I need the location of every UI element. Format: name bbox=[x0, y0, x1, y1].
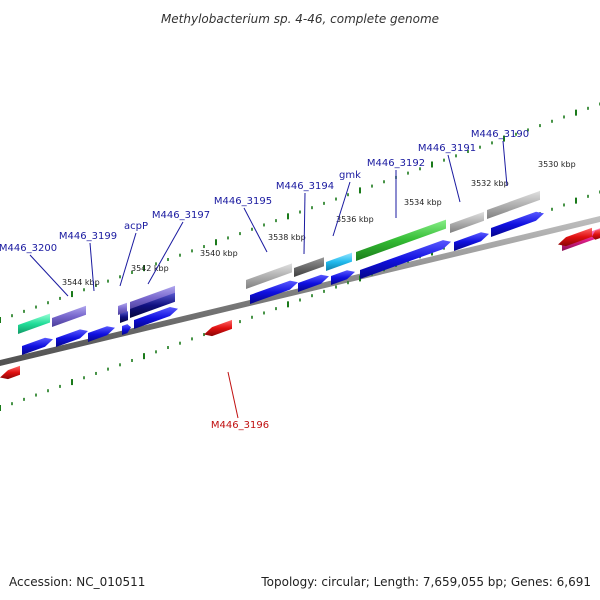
gene-leader-line bbox=[502, 140, 508, 187]
gene-feature[interactable] bbox=[118, 302, 127, 315]
gene-leader-line bbox=[303, 192, 306, 255]
gene-feature[interactable] bbox=[120, 311, 128, 323]
gene-leader-line bbox=[447, 154, 461, 203]
gene-label[interactable]: M446_3196 bbox=[211, 420, 269, 431]
scale-label: 3534 kbp bbox=[404, 198, 442, 207]
scale-label: 3544 kbp bbox=[62, 278, 100, 287]
gene-feature[interactable] bbox=[52, 305, 86, 327]
reverse-gene-feature[interactable] bbox=[592, 229, 600, 240]
scale-label: 3532 kbp bbox=[471, 179, 509, 188]
gene-feature[interactable] bbox=[491, 211, 544, 237]
scale-label: 3538 kbp bbox=[268, 233, 306, 242]
reverse-gene-feature[interactable] bbox=[0, 365, 20, 380]
genome-summary-text: Topology: circular; Length: 7,659,055 bp… bbox=[260, 575, 591, 589]
gene-label[interactable]: M446_3199 bbox=[59, 231, 117, 242]
gene-label[interactable]: M446_3194 bbox=[276, 181, 334, 192]
gene-leader-line bbox=[147, 221, 184, 285]
gene-feature[interactable] bbox=[331, 270, 355, 285]
gene-leader-line bbox=[243, 207, 268, 253]
scale-label: 3540 kbp bbox=[200, 249, 238, 258]
gene-feature[interactable] bbox=[134, 307, 178, 329]
scale-label: 3530 kbp bbox=[538, 160, 576, 169]
gene-feature[interactable] bbox=[326, 252, 352, 271]
gene-feature[interactable] bbox=[22, 337, 53, 355]
gene-feature[interactable] bbox=[250, 280, 298, 304]
gene-label[interactable]: M446_3200 bbox=[0, 243, 57, 254]
gene-leader-line bbox=[29, 254, 69, 297]
gene-label[interactable]: gmk bbox=[339, 170, 361, 181]
gene-leader-line bbox=[332, 181, 351, 237]
gene-feature[interactable] bbox=[356, 219, 446, 261]
map-layer: 3530 kbp 3532 kbp 3534 kbp 3536 kbp 3538 kbp… bbox=[0, 102, 600, 431]
gene-feature[interactable] bbox=[294, 257, 324, 277]
gene-label[interactable]: M446_3192 bbox=[367, 158, 425, 169]
scale-label: 3536 kbp bbox=[336, 215, 374, 224]
gene-feature[interactable] bbox=[122, 324, 131, 335]
gene-feature[interactable] bbox=[298, 274, 329, 292]
gene-feature[interactable] bbox=[360, 240, 451, 279]
gene-feature[interactable] bbox=[18, 313, 50, 335]
gene-label[interactable]: M446_3197 bbox=[152, 210, 210, 221]
gene-feature[interactable] bbox=[130, 285, 175, 311]
map-title: Methylobacterium sp. 4-46, complete geno… bbox=[161, 12, 439, 26]
gene-feature[interactable] bbox=[454, 232, 489, 251]
gene-label[interactable]: M446_3195 bbox=[214, 196, 272, 207]
gene-leader-line bbox=[89, 242, 95, 292]
scale-label: 3542 kbp bbox=[131, 264, 169, 273]
gene-feature[interactable] bbox=[450, 211, 484, 233]
accession-text: Accession: NC_010511 bbox=[9, 575, 145, 589]
gene-label[interactable]: acpP bbox=[124, 221, 148, 232]
gene-feature[interactable] bbox=[246, 263, 292, 289]
gene-label[interactable]: M446_3190 bbox=[471, 129, 529, 140]
reverse-gene-feature[interactable] bbox=[558, 227, 592, 247]
gene-leader-line bbox=[119, 232, 137, 287]
gene-label[interactable]: M446_3191 bbox=[418, 143, 476, 154]
reverse-gene-feature[interactable] bbox=[204, 319, 232, 337]
gene-feature[interactable] bbox=[130, 292, 175, 318]
gene-leader-line bbox=[227, 371, 239, 419]
gene-feature[interactable] bbox=[487, 190, 540, 219]
gene-feature[interactable] bbox=[56, 329, 88, 347]
gene-feature[interactable] bbox=[88, 326, 115, 342]
